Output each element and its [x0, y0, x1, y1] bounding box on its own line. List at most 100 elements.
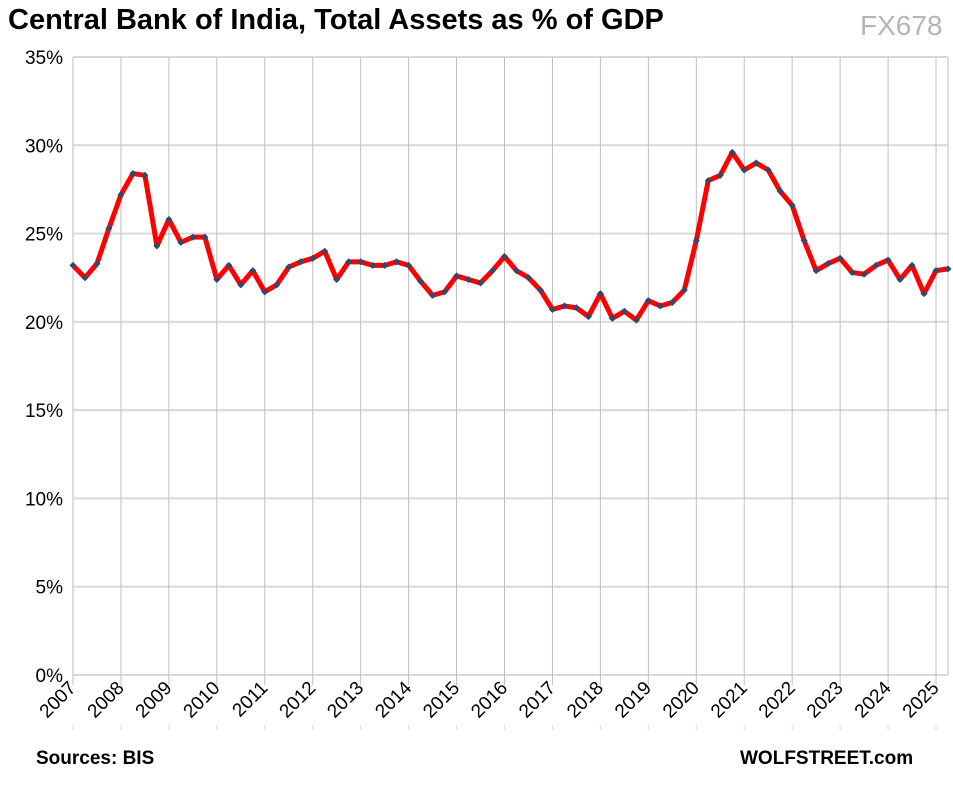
- y-tick-label: 20%: [25, 313, 63, 334]
- data-point: [800, 237, 808, 245]
- series-line: [71, 149, 949, 323]
- x-tick-label: 2024: [851, 677, 896, 722]
- data-point: [201, 233, 209, 241]
- data-point: [824, 260, 832, 268]
- data-point: [920, 290, 928, 298]
- x-tick-label: 2009: [132, 678, 177, 723]
- y-tick-label: 25%: [25, 225, 63, 246]
- data-point: [728, 148, 736, 156]
- x-tick-label: 2018: [563, 678, 608, 723]
- data-point: [584, 313, 592, 321]
- data-point: [620, 307, 628, 315]
- data-point: [441, 288, 449, 296]
- brand-label: WOLFSTREET.com: [740, 748, 914, 769]
- data-point: [776, 187, 784, 195]
- data-point: [165, 215, 173, 223]
- data-point: [860, 270, 868, 278]
- y-tick-label: 10%: [25, 489, 63, 510]
- data-point: [944, 265, 952, 273]
- data-point: [105, 224, 113, 232]
- data-point: [405, 261, 413, 269]
- data-point: [704, 177, 712, 185]
- y-tick-label: 5%: [36, 578, 64, 599]
- data-point: [225, 261, 233, 269]
- data-point: [153, 242, 161, 250]
- watermark: FX678: [860, 10, 943, 41]
- data-point: [884, 256, 892, 264]
- data-point: [740, 166, 748, 174]
- x-tick-label: 2015: [419, 678, 464, 723]
- data-point: [429, 291, 437, 299]
- data-point: [608, 314, 616, 322]
- x-tick-label: 2014: [371, 677, 416, 722]
- data-point: [297, 258, 305, 266]
- data-point: [273, 281, 281, 289]
- data-point: [596, 290, 604, 298]
- data-point: [644, 297, 652, 305]
- data-point: [632, 316, 640, 324]
- y-tick-label: 30%: [25, 136, 63, 157]
- data-point: [213, 275, 221, 284]
- x-tick-label: 2023: [803, 678, 848, 723]
- data-point: [345, 258, 353, 266]
- data-point: [536, 286, 545, 294]
- x-tick-label: 2010: [180, 678, 225, 723]
- data-point: [417, 277, 425, 285]
- y-tick-label: 0%: [36, 666, 64, 687]
- data-point: [189, 233, 197, 241]
- x-tick-label: 2017: [515, 678, 560, 723]
- data-point: [465, 275, 473, 284]
- data-point: [716, 171, 724, 179]
- y-tick-label: 15%: [25, 401, 63, 422]
- data-point: [333, 275, 341, 284]
- data-point: [788, 201, 796, 209]
- x-tick-label: 2008: [84, 678, 129, 723]
- chart-title: Central Bank of India, Total Assets as %…: [8, 4, 664, 36]
- data-point: [393, 258, 401, 266]
- data-point: [512, 267, 521, 275]
- data-point: [812, 267, 820, 275]
- data-point: [81, 274, 89, 282]
- data-point: [177, 238, 185, 246]
- data-point: [321, 247, 329, 255]
- y-tick-label: 35%: [25, 48, 63, 69]
- data-point: [381, 261, 389, 269]
- data-point: [524, 274, 533, 282]
- x-tick-label: 2021: [707, 678, 752, 723]
- data-point: [896, 275, 904, 284]
- data-point: [117, 191, 125, 199]
- data-point: [285, 263, 293, 271]
- data-point: [141, 171, 149, 179]
- data-point: [369, 261, 377, 269]
- data-point: [237, 281, 245, 289]
- x-tick-label: 2011: [229, 678, 273, 722]
- data-point: [476, 279, 485, 287]
- data-point: [836, 254, 844, 262]
- x-tick-label: 2016: [467, 678, 512, 723]
- data-point: [69, 261, 77, 269]
- data-point: [848, 268, 856, 276]
- data-point: [488, 267, 497, 275]
- source-note: Sources: BIS: [36, 748, 155, 769]
- x-tick-label: 2013: [323, 678, 368, 723]
- data-point: [872, 261, 880, 269]
- data-point: [908, 261, 916, 269]
- data-point: [357, 258, 365, 266]
- x-tick-label: 2020: [659, 678, 704, 723]
- data-point: [129, 170, 137, 178]
- data-point: [752, 159, 760, 167]
- x-tick-label: 2022: [755, 678, 800, 723]
- data-point: [560, 302, 568, 310]
- data-point: [932, 267, 940, 275]
- data-point: [548, 305, 556, 314]
- data-point: [680, 286, 688, 294]
- x-tick-label: 2012: [276, 678, 321, 723]
- data-point: [249, 267, 257, 275]
- data-point: [572, 304, 580, 312]
- data-point: [261, 288, 269, 296]
- data-point: [692, 237, 700, 245]
- data-point: [668, 298, 676, 306]
- data-point: [93, 260, 101, 268]
